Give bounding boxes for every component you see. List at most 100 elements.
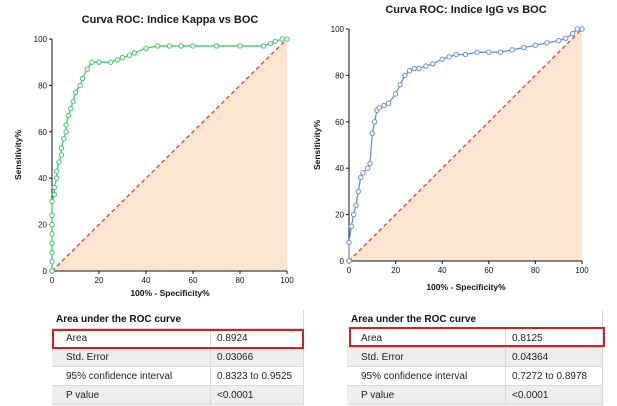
chart2-roc-point	[367, 160, 373, 167]
chart2-roc-point	[446, 54, 452, 60]
chart1-roc-point	[267, 40, 274, 47]
auc-area-label: Area	[347, 328, 506, 348]
chart2-roc-point	[497, 49, 504, 55]
chart2-roc-point	[439, 56, 445, 62]
chart2-roc-point	[385, 100, 392, 106]
chart2-x-tick-label: 40	[438, 266, 447, 275]
chart1-roc-point	[96, 59, 102, 65]
chart2-x-tick-label: 60	[484, 266, 493, 275]
chart1-y-tick-label: 80	[38, 81, 47, 90]
chart1-title: Curva ROC: Indice Kappa vs BOC	[82, 14, 259, 26]
chart2-roc-point	[350, 211, 357, 218]
chart1-roc-point	[51, 191, 58, 198]
chart1-x-tick-label: 0	[50, 276, 55, 285]
chart1-diagonal-reference-line	[51, 38, 288, 272]
chart1-roc-point	[49, 259, 55, 265]
chart2-ylabel: Sensitivity%	[312, 120, 322, 171]
auc-table-2-header: Area under the ROC curve	[347, 310, 603, 329]
chart2-roc-point	[381, 102, 387, 109]
chart1-y-tick-label: 60	[38, 128, 47, 137]
auc-std-error-label: Std. Error	[347, 347, 506, 367]
chart2-roc-point	[486, 49, 492, 55]
chart2-roc-point	[369, 130, 375, 137]
chart2-roc-point	[346, 239, 352, 246]
chart1-roc-point	[237, 43, 243, 49]
chart1-roc-point	[166, 43, 173, 49]
chart2-roc-point	[423, 63, 429, 69]
chart2-roc-point	[569, 30, 576, 37]
chart1-roc-point	[213, 43, 220, 49]
auc-std-error-value: 0.03066	[210, 347, 304, 367]
chart1-roc-point	[126, 52, 133, 58]
chart2-diagonal-reference-line	[348, 28, 583, 262]
chart2-y-tick-label: 40	[335, 164, 344, 173]
chart1-roc-point	[65, 112, 72, 119]
chart1-y-tick-label: 20	[38, 221, 47, 230]
chart1-x-tick-label: 80	[236, 276, 245, 285]
chart2-roc-point	[416, 65, 422, 72]
chart1-roc-point	[63, 122, 69, 128]
chart1-roc-point	[63, 129, 69, 135]
auc-ci-value: 0.7272 to 0.8978	[505, 366, 603, 386]
chart1-roc-point	[284, 36, 290, 42]
chart2-roc-point	[579, 26, 585, 32]
auc-std-error-value: 0.04364	[505, 347, 603, 367]
chart1-x-tick-label: 60	[189, 276, 198, 285]
chart2-roc-point	[346, 258, 352, 264]
chart1-roc-point	[72, 89, 79, 96]
chart1-roc-point	[49, 268, 55, 274]
chart1-roc-point	[54, 175, 60, 181]
chart1-roc-point	[79, 75, 86, 82]
chart2-roc-point	[562, 35, 569, 41]
chart1-ylabel: Sensitivity%	[13, 130, 23, 181]
chart1-roc-point	[115, 57, 121, 63]
chart1-roc-point	[49, 249, 55, 256]
chart1-roc-point	[155, 43, 161, 49]
chart2-roc-point	[574, 26, 581, 32]
chart1-roc-point	[84, 66, 90, 72]
chart2-roc-point	[556, 37, 562, 44]
chart1-roc-point	[49, 221, 55, 228]
auc-table-1-header: Area under the ROC curve	[52, 310, 304, 329]
chart2-y-tick-label: 60	[335, 118, 344, 127]
auc-p-value-value: <0.0001	[505, 385, 603, 405]
chart1-x-tick-label: 20	[95, 276, 104, 285]
chart2-roc-point	[371, 119, 378, 125]
chart1-y-tick-label: 100	[34, 35, 48, 44]
area-highlight-box-1	[52, 329, 304, 349]
chart1-roc-point	[61, 136, 67, 142]
chart1-roc-point	[56, 159, 62, 165]
auc-std-error-label: Std. Error	[52, 347, 211, 367]
chart1-y-tick-label: 40	[38, 174, 47, 183]
chart1-roc-point	[260, 43, 267, 49]
chart1-roc-point	[89, 59, 95, 65]
chart1-plot-area: 0 20 40 60 80 100 0 20 40 60 80 100	[34, 35, 295, 285]
chart1-roc-point	[131, 50, 137, 56]
chart2-title: Curva ROC: Indice IgG vs BOC	[385, 4, 546, 16]
chart1-roc-point	[272, 38, 278, 45]
auc-table-1: Area under the ROC curve Area 0.8924 Std…	[52, 310, 304, 405]
chart2-roc-point	[532, 42, 539, 48]
chart2-roc-point	[474, 49, 480, 55]
auc-ci-label: 95% confidence interval	[347, 366, 506, 386]
chart1-roc-point	[51, 184, 58, 191]
area-highlight-box-2	[349, 327, 605, 347]
chart1-roc-point	[70, 98, 76, 105]
auc-ci-value: 0.8323 to 0.9525	[210, 366, 304, 386]
chart1-roc-point	[178, 43, 184, 49]
chart1-roc-point	[279, 36, 285, 42]
chart2-x-tick-label: 20	[391, 266, 400, 275]
chart2-roc-point	[521, 44, 527, 51]
chart2-roc-point	[462, 51, 469, 58]
chart2-roc-point	[353, 202, 359, 209]
chart1-roc-point	[119, 54, 126, 61]
auc-table-2: Area under the ROC curve Area 0.8125 Std…	[347, 310, 603, 405]
chart2-roc-point	[509, 47, 515, 53]
chart1-roc-point	[68, 105, 74, 112]
chart1-roc-point	[49, 231, 55, 237]
chart2-roc-point	[453, 51, 459, 58]
chart2-y-tick-label: 0	[340, 257, 345, 266]
auc-p-value-value: <0.0001	[210, 385, 304, 405]
chart2-roc-point	[544, 40, 550, 46]
auc-p-value-label: P value	[347, 385, 506, 405]
